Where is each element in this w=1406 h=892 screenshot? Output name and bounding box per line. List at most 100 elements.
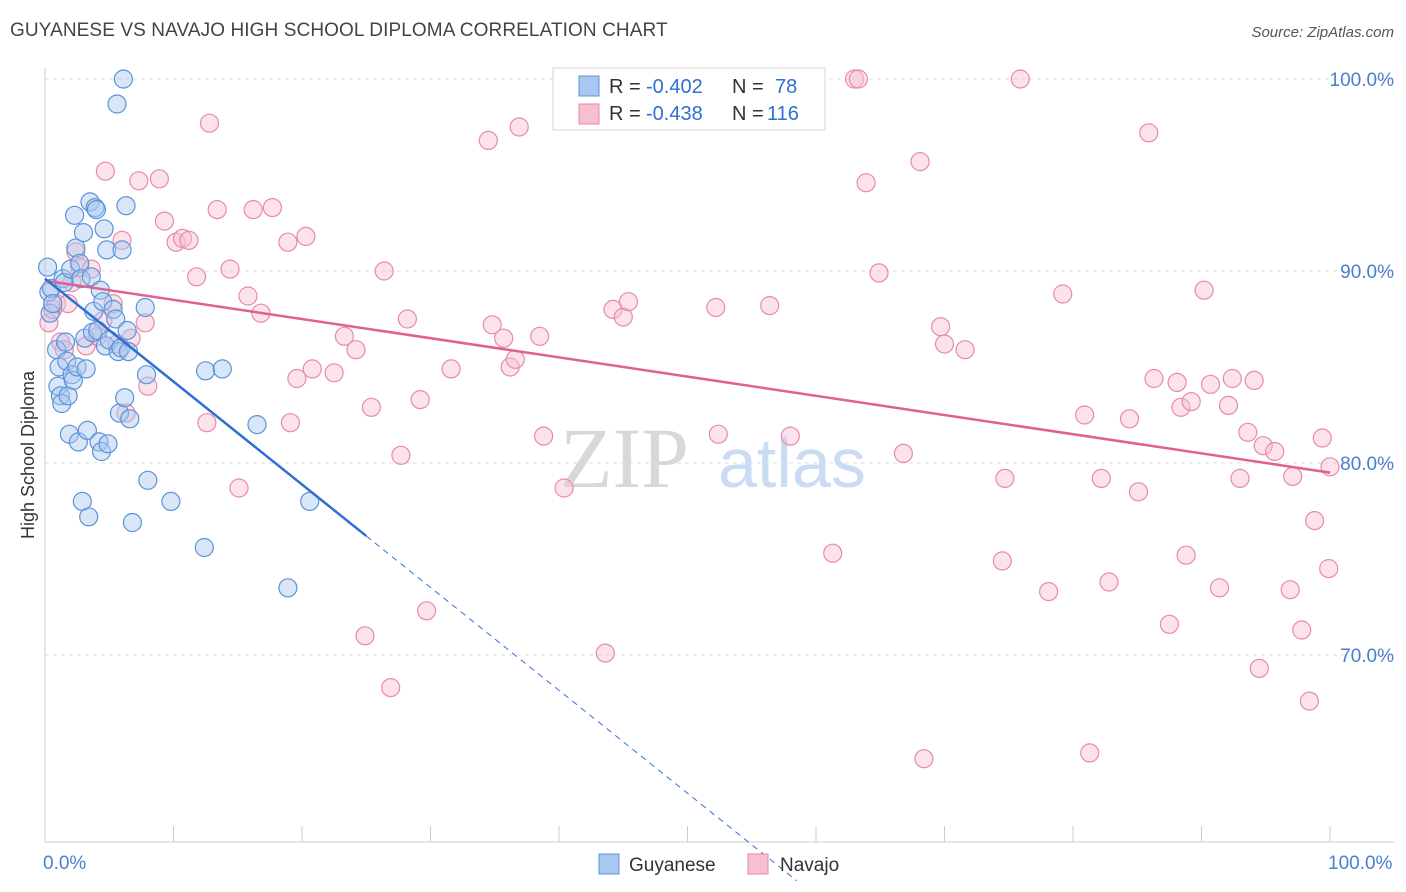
legend-swatch-navajo <box>578 103 600 125</box>
x-ticks <box>44 826 1331 842</box>
navajo-point-28 <box>197 413 217 433</box>
navajo-point-33 <box>238 286 258 306</box>
navajo-point-90 <box>1091 468 1111 488</box>
guyanese-point-36 <box>86 200 107 220</box>
y-tick-label-90: 90.0% <box>1340 262 1394 283</box>
navajo-point-17 <box>116 403 136 423</box>
navajo-point-19 <box>129 171 149 191</box>
guyanese-point-55 <box>115 388 135 408</box>
guyanese-point-8 <box>50 386 71 406</box>
navajo-point-13 <box>95 161 116 181</box>
navajo-point-97 <box>1167 372 1187 392</box>
navajo-point-68 <box>708 424 728 444</box>
navajo-point-45 <box>355 626 375 646</box>
bottom-legend-label-navajo: Navajo <box>780 855 839 876</box>
navajo-point-30 <box>207 200 227 220</box>
navajo-point-100 <box>1181 392 1201 412</box>
navajo-point-49 <box>391 445 411 465</box>
navajo-point-87 <box>1053 284 1073 304</box>
guyanese-trend-extension <box>365 535 798 882</box>
navajo-point-104 <box>1218 395 1239 415</box>
navajo-point-53 <box>441 359 461 379</box>
x-tick-label-max: 100.0% <box>1328 853 1393 874</box>
guyanese-point-41 <box>93 292 113 312</box>
navajo-point-46 <box>361 397 381 417</box>
guyanese-point-40 <box>91 441 112 462</box>
navajo-point-43 <box>334 326 354 346</box>
guyanese-point-60 <box>122 512 142 533</box>
navajo-point-38 <box>280 413 300 433</box>
navajo-point-80 <box>930 317 951 337</box>
guyanese-point-42 <box>94 219 114 239</box>
navajo-point-52 <box>417 601 437 621</box>
guyanese-point-31 <box>80 192 100 212</box>
navajo-point-108 <box>1244 370 1264 390</box>
guyanese-point-49 <box>107 94 127 114</box>
guyanese-point-62 <box>136 365 157 385</box>
navajo-point-109 <box>1249 658 1269 679</box>
navajo-point-103 <box>1209 578 1230 598</box>
navajo-point-50 <box>397 309 417 329</box>
navajo-point-71 <box>780 426 800 446</box>
navajo-point-40 <box>296 226 316 246</box>
navajo-point-72 <box>823 543 843 563</box>
guyanese-point-57 <box>117 320 137 341</box>
y-axis-label: High School Diploma <box>18 370 38 539</box>
navajo-point-78 <box>910 152 930 172</box>
guyanese-point-53 <box>112 240 132 260</box>
guyanese-point-59 <box>120 409 140 429</box>
navajo-point-92 <box>1119 409 1140 429</box>
navajo-point-27 <box>187 267 207 287</box>
navajo-point-107 <box>1238 422 1258 442</box>
legend-r-label-guyanese: R = <box>609 76 641 98</box>
navajo-point-54 <box>478 130 498 150</box>
navajo-point-66 <box>618 292 639 312</box>
navajo-point-99 <box>1176 545 1196 565</box>
navajo-point-88 <box>1074 405 1095 425</box>
navajo-point-105 <box>1222 368 1242 389</box>
navajo-point-47 <box>374 261 394 281</box>
navajo-point-65 <box>613 307 633 327</box>
guyanese-point-65 <box>194 537 214 558</box>
navajo-point-95 <box>1144 368 1164 389</box>
guyanese-point-66 <box>196 361 216 381</box>
navajo-point-89 <box>1080 743 1100 763</box>
navajo-point-76 <box>869 263 889 283</box>
navajo-point-64 <box>603 299 623 319</box>
navajo-point-116 <box>1304 510 1325 531</box>
navajo-point-31 <box>220 259 240 279</box>
bottom-legend-swatch-navajo <box>747 853 769 875</box>
navajo-point-42 <box>324 363 344 383</box>
navajo-point-113 <box>1283 466 1303 486</box>
navajo-point-101 <box>1194 280 1214 300</box>
y-tick-label-70: 70.0% <box>1340 646 1394 667</box>
navajo-point-23 <box>154 211 175 231</box>
stats-legend: R = -0.402 N = 78 R = -0.438 N = 116 <box>552 67 826 131</box>
guyanese-point-19 <box>64 205 85 225</box>
guyanese-point-29 <box>77 420 98 440</box>
navajo-point-118 <box>1319 558 1339 579</box>
guyanese-point-30 <box>79 507 99 527</box>
guyanese-point-70 <box>300 491 320 511</box>
navajo-point-22 <box>149 169 169 189</box>
x-tick-label-min: 0.0% <box>43 853 86 874</box>
guyanese-point-28 <box>76 359 96 379</box>
navajo-point-94 <box>1139 123 1159 143</box>
gridlines <box>45 78 1394 656</box>
navajo-point-81 <box>934 334 955 354</box>
navajo-point-32 <box>229 478 249 498</box>
guyanese-trend-line <box>44 277 368 537</box>
navajo-point-117 <box>1312 428 1332 448</box>
guyanese-point-0 <box>37 257 58 277</box>
chart-title: GUYANESE VS NAVAJO HIGH SCHOOL DIPLOMA C… <box>10 20 668 41</box>
navajo-point-62 <box>554 478 574 498</box>
watermark-atlas: atlas <box>718 424 866 502</box>
navajo-point-10 <box>81 259 101 279</box>
navajo-point-61 <box>533 426 554 446</box>
guyanese-series <box>37 69 320 598</box>
navajo-point-39 <box>287 368 307 389</box>
navajo-point-98 <box>1171 397 1191 417</box>
navajo-point-67 <box>706 297 726 318</box>
navajo-point-93 <box>1128 482 1149 502</box>
navajo-point-26 <box>179 230 199 250</box>
